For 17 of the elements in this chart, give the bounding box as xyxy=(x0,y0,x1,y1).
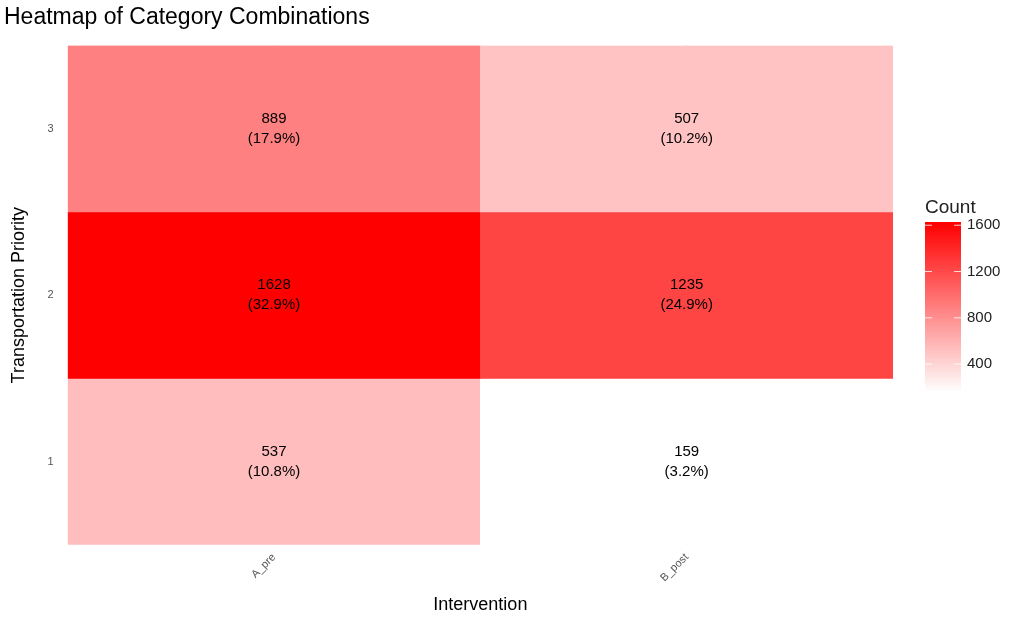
color-bar-title: Count xyxy=(925,196,977,217)
data-label: 507 (10.2%) xyxy=(660,108,713,146)
data-label: 537 (10.8%) xyxy=(247,441,301,479)
data-label: 159 (3.2%) xyxy=(664,441,709,479)
color-bar-label: 1600 xyxy=(967,215,1001,233)
color-bar-label: 1200 xyxy=(967,261,1001,279)
color-bar-label: 400 xyxy=(967,354,993,372)
y-tick-label: 2 xyxy=(47,288,54,301)
x-axis-title: Intervention xyxy=(433,594,528,615)
data-label: 1235 (24.9%) xyxy=(660,275,713,313)
color-bar-label: 800 xyxy=(967,307,993,325)
y-axis-title: Transportation Priority xyxy=(7,207,28,384)
chart-title: Heatmap of Category Combinations xyxy=(4,3,370,30)
y-tick-label: 3 xyxy=(47,121,54,134)
data-label: 889 (17.9%) xyxy=(247,108,301,146)
data-label: 1628 (32.9%) xyxy=(247,275,301,313)
y-tick-label: 1 xyxy=(47,454,54,467)
